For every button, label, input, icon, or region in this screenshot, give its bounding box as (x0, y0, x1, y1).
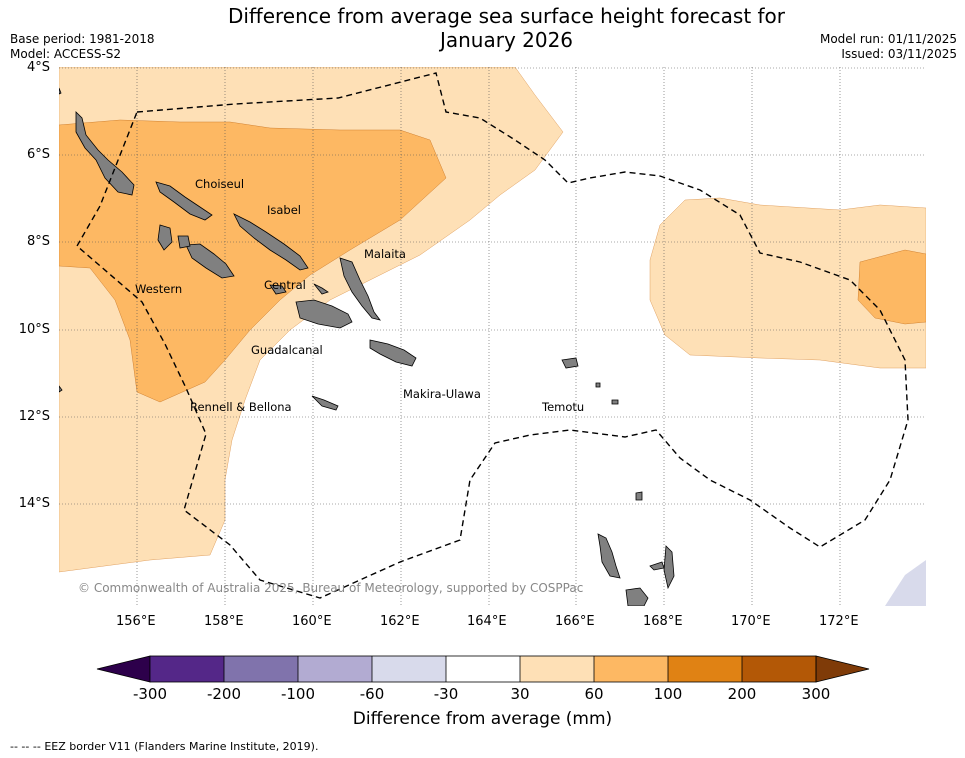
place-label-rennell-bellona: Rennell & Bellona (190, 400, 292, 414)
colorbar-cell-6 (520, 656, 594, 682)
anomaly-region-60-100-west (59, 119, 447, 403)
colorbar-dividers (223, 656, 743, 682)
island-vanua-lava (597, 533, 621, 579)
gridlines (59, 67, 926, 606)
island-malaita (339, 257, 381, 321)
eez-border (76, 72, 909, 599)
place-label-isabel: Isabel (267, 203, 302, 217)
place-label-choiseul: Choiseul (195, 177, 245, 191)
lon-label-172e: 172°E (819, 614, 859, 629)
lon-label-164e: 164°E (467, 614, 507, 629)
island-tikopia (595, 382, 601, 388)
map-canvas (59, 67, 926, 606)
island-small-west (59, 87, 62, 95)
land-masses (59, 87, 675, 606)
island-choiseul (155, 181, 213, 221)
lat-label-4s: 4°S (26, 60, 50, 75)
island-rennell (311, 395, 339, 411)
lat-label-10s: 10°S (18, 322, 50, 337)
colorbar-extend-high (815, 655, 870, 683)
colorbar-tick-label: 30 (510, 685, 530, 703)
lat-label-12s: 12°S (18, 409, 50, 424)
island-russell (313, 283, 329, 295)
lon-label-166e: 166°E (555, 614, 595, 629)
lon-label-158e: 158°E (204, 614, 244, 629)
lat-label-6s: 6°S (26, 147, 50, 162)
island-torres (635, 491, 643, 501)
colorbar-tick-label: 100 (653, 685, 683, 703)
base-period: Base period: 1981-2018 (10, 32, 155, 46)
colorbar-tick-label: -200 (206, 685, 242, 703)
issued-date: Issued: 03/11/2025 (841, 47, 957, 61)
colorbar-cell-4 (372, 656, 446, 682)
island-guadalcanal (295, 299, 353, 329)
colorbar-outline (149, 655, 817, 683)
colorbar-tick-label: 200 (727, 685, 757, 703)
colorbar-tick-label: 60 (584, 685, 604, 703)
colorbar-tick-label: -60 (359, 685, 385, 703)
map-panel[interactable]: Choiseul Isabel Malaita Western Central … (59, 67, 926, 606)
lon-label-160e: 160°E (292, 614, 332, 629)
island-anuta (611, 399, 619, 405)
place-label-western: Western (135, 282, 183, 296)
colorbar-tick-label: 300 (801, 685, 831, 703)
map-title-line1: Difference from average sea surface heig… (227, 4, 786, 28)
map-frame (59, 67, 926, 606)
island-pentecost-small (649, 561, 665, 571)
island-kolombangara (177, 235, 191, 249)
lon-label-162e: 162°E (380, 614, 420, 629)
anomaly-region-neg (885, 560, 926, 606)
colorbar-cell-9 (742, 656, 816, 682)
colorbar-extend-low (96, 655, 151, 683)
island-ndeni (561, 357, 579, 369)
colorbar-cell-2 (224, 656, 298, 682)
model-name: Model: ACCESS-S2 (10, 47, 122, 61)
place-label-central: Central (264, 278, 306, 292)
island-nggela (269, 284, 287, 295)
map-title-line2: January 2026 (439, 28, 574, 52)
island-vella-lavella (157, 224, 173, 251)
place-label-guadalcanal: Guadalcanal (251, 343, 323, 357)
island-bougainville (75, 111, 135, 196)
colorbar (96, 655, 870, 683)
island-isabel (233, 213, 309, 271)
colorbar-title: Difference from average (mm) (352, 709, 613, 729)
place-label-malaita: Malaita (364, 247, 406, 261)
colorbar-cell-8 (668, 656, 742, 682)
island-small-west2 (59, 385, 63, 393)
colorbar-tick-label: -300 (132, 685, 168, 703)
eez-legend-symbol: -- -- -- (10, 740, 41, 753)
lon-label-156e: 156°E (116, 614, 156, 629)
colorbar-cell-7 (594, 656, 668, 682)
island-maewo (663, 545, 675, 590)
lat-label-14s: 14°S (18, 496, 50, 511)
copyright-notice: © Commonwealth of Australia 2025, Bureau… (78, 581, 584, 595)
island-new-georgia (185, 243, 235, 279)
place-label-temotu: Temotu (542, 400, 585, 414)
island-makira (369, 339, 417, 367)
colorbar-cell-1 (150, 656, 224, 682)
eez-legend: -- -- -- EEZ border V11 (Flanders Marine… (10, 740, 318, 753)
model-run: Model run: 01/11/2025 (819, 32, 957, 46)
colorbar-tick-label: -100 (280, 685, 316, 703)
place-label-makira-ulawa: Makira-Ulawa (403, 387, 481, 401)
colorbar-cell-3 (298, 656, 372, 682)
colorbar-tick-label: -30 (433, 685, 459, 703)
anomaly-region-30-60-east (649, 197, 926, 369)
eez-legend-label: EEZ border V11 (Flanders Marine Institut… (44, 740, 319, 753)
lon-label-170e: 170°E (731, 614, 771, 629)
lat-label-8s: 8°S (26, 234, 50, 249)
lon-label-168e: 168°E (643, 614, 683, 629)
island-espiritu-santo (625, 587, 649, 606)
colorbar-cell-5 (446, 656, 520, 682)
